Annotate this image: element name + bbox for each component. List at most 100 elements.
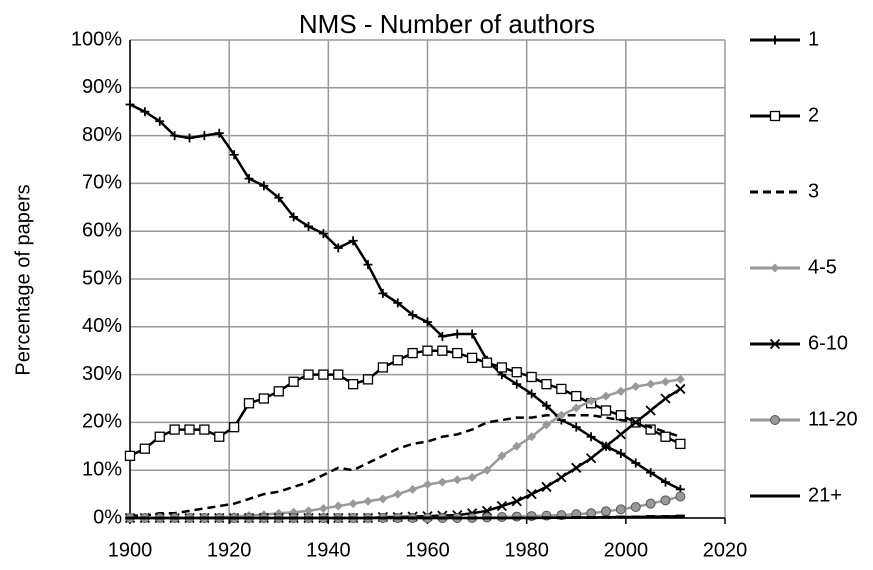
marker: [615, 504, 626, 515]
legend-label: 4-5: [808, 256, 837, 278]
series-line: [130, 413, 681, 517]
marker: [512, 379, 522, 389]
marker: [630, 502, 641, 513]
marker: [363, 496, 373, 506]
marker: [437, 345, 448, 356]
marker: [140, 107, 150, 117]
marker: [184, 424, 195, 435]
marker: [185, 516, 194, 520]
series-line: [130, 387, 682, 520]
marker: [169, 424, 180, 435]
legend-label: 3: [808, 180, 819, 202]
marker: [675, 374, 685, 384]
marker: [660, 431, 671, 442]
marker: [155, 516, 165, 520]
marker: [616, 448, 626, 458]
y-tick-label: 100%: [71, 28, 122, 50]
series-line: [130, 378, 681, 520]
y-tick-label: 20%: [82, 411, 122, 433]
marker: [467, 472, 477, 482]
x-tick-label: 2000: [604, 539, 649, 561]
y-tick-label: 60%: [82, 219, 122, 241]
marker: [571, 403, 581, 413]
marker: [304, 506, 313, 516]
marker: [155, 116, 165, 126]
marker: [645, 405, 656, 416]
marker: [526, 371, 537, 383]
marker: [527, 516, 537, 520]
marker: [214, 431, 225, 442]
marker: [125, 100, 135, 110]
marker: [243, 398, 255, 409]
marker: [661, 377, 670, 387]
marker: [170, 131, 180, 141]
y-tick-label: 70%: [82, 172, 122, 194]
marker: [661, 515, 670, 519]
marker: [512, 516, 522, 520]
marker: [170, 516, 180, 520]
marker: [586, 432, 596, 442]
marker: [274, 193, 284, 203]
marker: [407, 347, 418, 359]
marker: [646, 515, 656, 519]
marker: [303, 369, 314, 380]
marker: [770, 263, 780, 273]
marker: [318, 369, 329, 380]
marker: [244, 516, 254, 520]
marker: [348, 236, 358, 246]
marker: [571, 390, 582, 402]
marker: [154, 431, 165, 442]
marker: [482, 465, 492, 475]
marker: [423, 516, 432, 520]
marker: [452, 347, 463, 359]
marker: [348, 499, 358, 509]
marker: [497, 516, 507, 520]
marker: [333, 243, 343, 253]
marker: [185, 133, 194, 143]
y-tick-label: 10%: [82, 458, 122, 480]
marker: [527, 432, 537, 442]
marker: [646, 468, 656, 478]
marker: [437, 477, 447, 487]
marker: [437, 331, 447, 341]
marker: [423, 480, 432, 490]
marker: [585, 453, 597, 464]
marker: [660, 495, 671, 506]
marker: [571, 422, 581, 432]
marker: [437, 516, 447, 520]
marker: [482, 516, 492, 520]
marker: [377, 362, 389, 373]
x-tick-label: 1960: [405, 539, 450, 561]
marker: [467, 516, 477, 520]
marker: [258, 393, 270, 404]
marker: [274, 516, 284, 520]
marker: [393, 516, 403, 520]
marker: [497, 451, 507, 461]
marker: [511, 367, 522, 378]
marker: [630, 417, 641, 428]
marker: [541, 481, 552, 493]
y-tick-label: 50%: [82, 267, 122, 289]
marker: [556, 516, 566, 520]
x-tick-label: 1900: [108, 539, 153, 561]
marker: [616, 386, 626, 396]
marker: [363, 516, 373, 520]
marker: [675, 491, 686, 502]
marker: [214, 128, 224, 138]
marker: [512, 441, 522, 451]
marker: [645, 424, 656, 435]
marker: [769, 110, 781, 122]
marker: [228, 422, 240, 433]
marker: [645, 498, 656, 509]
marker: [541, 379, 552, 390]
marker: [333, 501, 343, 511]
marker: [125, 516, 135, 520]
marker: [378, 516, 388, 520]
marker: [318, 229, 328, 239]
marker: [273, 386, 284, 397]
marker: [601, 515, 611, 519]
marker: [631, 458, 641, 468]
marker: [496, 500, 508, 512]
marker: [140, 516, 150, 520]
